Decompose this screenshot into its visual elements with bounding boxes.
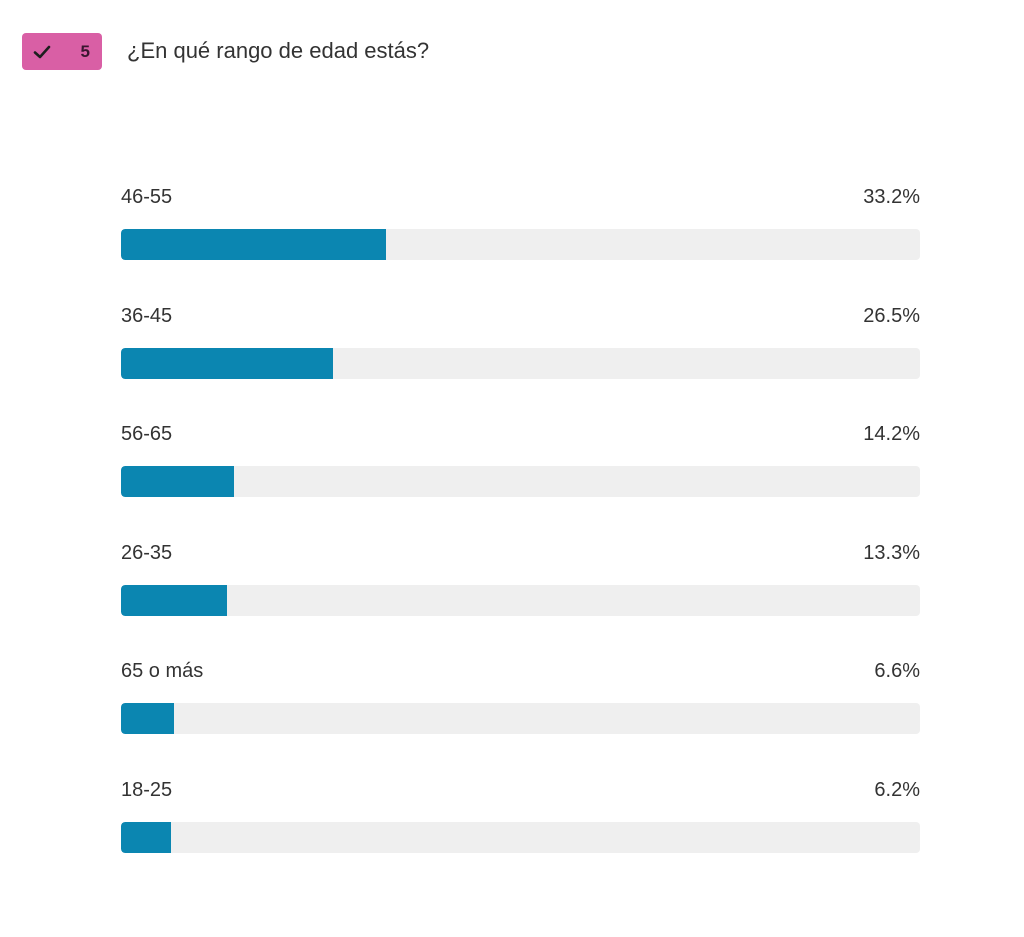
bar-row: 46-55 33.2% — [121, 180, 920, 299]
bar — [121, 347, 333, 379]
value-label: 26.5% — [863, 304, 920, 327]
question-badge: 5 — [22, 33, 102, 70]
question-header: 5 — [22, 33, 102, 70]
check-icon — [33, 45, 51, 59]
bar-row: 36-45 26.5% — [121, 299, 920, 418]
bar — [121, 821, 171, 853]
bar — [121, 466, 235, 497]
value-label: 6.2% — [874, 778, 920, 801]
bar-track — [121, 821, 920, 853]
value-label: 6.6% — [874, 660, 920, 682]
bar — [121, 229, 387, 260]
bar-track — [121, 703, 920, 734]
category-label: 36-45 — [121, 304, 173, 327]
bar-row: 18-25 6.2% — [121, 773, 920, 892]
category-label: 46-55 — [121, 186, 173, 208]
category-label: 65 o más — [121, 660, 204, 682]
bar — [121, 703, 174, 734]
value-label: 33.2% — [863, 186, 920, 208]
bar-track — [121, 229, 920, 260]
bar-track — [121, 584, 920, 616]
bar-chart: 46-55 33.2% 36-45 26.5% 56-65 14.2% 26-35 13.3%… — [121, 180, 920, 891]
bar — [121, 584, 228, 616]
bar-track — [121, 347, 920, 379]
question-number: 5 — [80, 41, 90, 61]
bar-track — [121, 466, 920, 497]
bar-row: 56-65 14.2% — [121, 417, 920, 536]
category-label: 26-35 — [121, 541, 173, 564]
category-label: 56-65 — [121, 423, 173, 445]
bar-row: 26-35 13.3% — [121, 536, 920, 655]
bar-row: 65 o más 6.6% — [121, 654, 920, 773]
value-label: 13.3% — [863, 541, 920, 564]
category-label: 18-25 — [121, 778, 173, 801]
value-label: 14.2% — [863, 423, 920, 445]
question-title: ¿En qué rango de edad estás? — [127, 38, 430, 63]
